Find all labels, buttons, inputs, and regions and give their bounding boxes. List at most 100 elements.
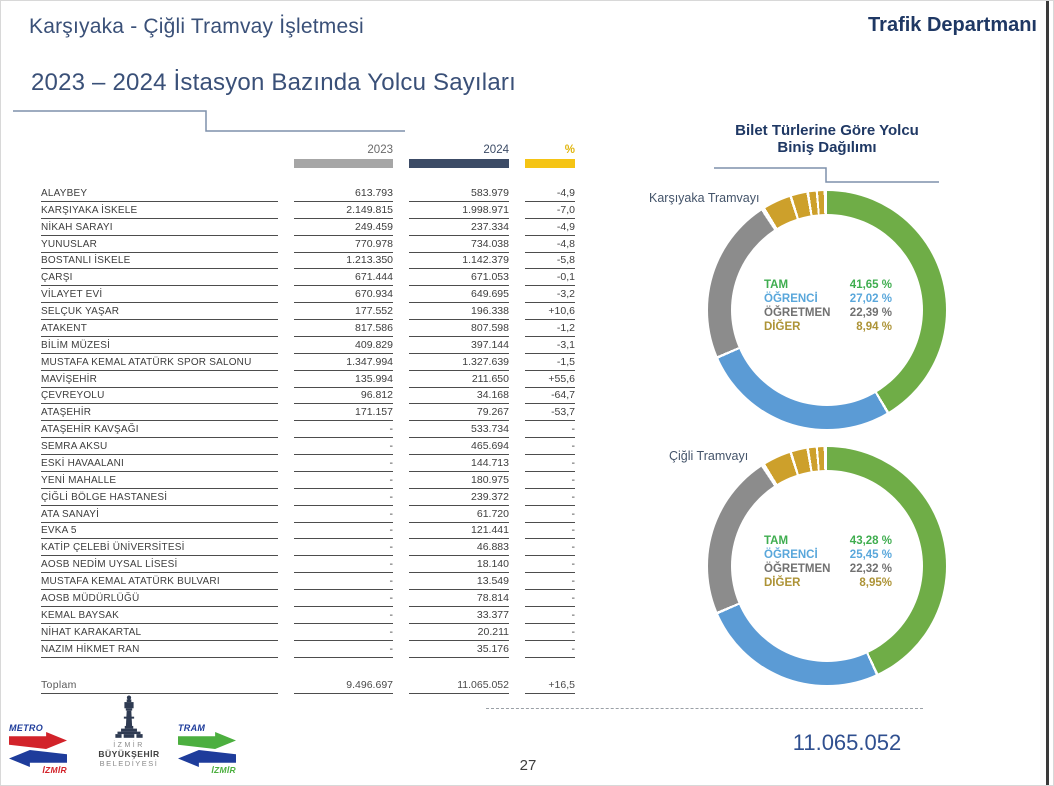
legend-label: DİĞER (764, 321, 801, 333)
value-percent: -3,2 (525, 289, 575, 304)
value-percent: -1,5 (525, 356, 575, 371)
column-bar-2023 (294, 159, 393, 168)
donut-chart-cigli: TAM 43,28 % ÖĞRENCİ 25,45 % ÖĞRETMEN 22,… (708, 447, 946, 685)
station-name: MUSTAFA KEMAL ATATÜRK SPOR SALONU (41, 357, 278, 371)
station-name: AOSB MÜDÜRLÜĞÜ (41, 593, 278, 607)
station-name: EVKA 5 (41, 525, 278, 540)
legend-row: TAM 43,28 % (764, 535, 892, 547)
value-percent: - (525, 626, 575, 641)
value-percent: - (525, 491, 575, 506)
value-2024: 61.720 (409, 508, 509, 523)
value-2023: - (294, 609, 393, 624)
station-name: YENİ MAHALLE (41, 475, 278, 489)
metro-izmir-logo: METRO İZMİR (9, 723, 67, 775)
value-percent: -1,2 (525, 322, 575, 337)
value-percent: - (525, 576, 575, 590)
tram-word: TRAM (178, 723, 206, 733)
donut-label-cigli: Çiğli Tramvayı (669, 449, 749, 463)
legend-label: DİĞER (764, 577, 801, 589)
station-name: NAZIM HİKMET RAN (41, 644, 278, 658)
value-2024: 649.695 (409, 289, 509, 304)
legend-value: 8,94 % (856, 321, 892, 333)
chart-title-line1: Bilet Türlerine Göre Yolcu (735, 122, 919, 139)
value-2024: 807.598 (409, 322, 509, 337)
value-2023: - (294, 457, 393, 472)
value-percent: +10,6 (525, 306, 575, 320)
table-row: KATİP ÇELEBİ ÜNİVERSİTESİ - 46.883 - (41, 539, 575, 557)
station-name: KEMAL BAYSAK (41, 610, 278, 624)
value-2024: 1.142.379 (409, 255, 509, 270)
table-row: VİLAYET EVİ 670.934 649.695 -3,2 (41, 286, 575, 304)
title-step-line (13, 110, 405, 132)
table-row: YUNUSLAR 770.978 734.038 -4,8 (41, 236, 575, 253)
value-2024: 237.334 (409, 221, 509, 236)
value-2024: 78.814 (409, 592, 509, 607)
value-2024: 533.734 (409, 424, 509, 439)
value-percent: +55,6 (525, 373, 575, 388)
value-percent: -64,7 (525, 390, 575, 405)
column-bar-2024 (409, 159, 509, 168)
value-2023: 171.157 (294, 407, 393, 422)
donut-label-karsiyaka: Karşıyaka Tramvayı (649, 191, 760, 205)
table-row: KEMAL BAYSAK - 33.377 - (41, 607, 575, 624)
value-2023: - (294, 525, 393, 540)
column-header-2024: 2024 (483, 144, 509, 156)
station-name: AOSB NEDİM UYSAL LİSESİ (41, 559, 278, 574)
donut-legend-karsiyaka: TAM 41,65 % ÖĞRENCİ 27,02 % ÖĞRETMEN 22,… (764, 279, 892, 335)
value-2024: 734.038 (409, 238, 509, 253)
legend-row: DİĞER 8,95% (764, 577, 892, 589)
donut-hole (731, 470, 923, 662)
value-percent: - (525, 592, 575, 607)
table-row: ESKİ HAVAALANI - 144.713 - (41, 455, 575, 472)
table-row: ATAKENT 817.586 807.598 -1,2 (41, 320, 575, 337)
chart-section-title: Bilet Türlerine Göre Yolcu Biniş Dağılım… (701, 122, 953, 156)
table-row: NİKAH SARAYI 249.459 237.334 -4,9 (41, 219, 575, 236)
donut-legend-cigli: TAM 43,28 % ÖĞRENCİ 25,45 % ÖĞRETMEN 22,… (764, 535, 892, 591)
legend-row: ÖĞRETMEN 22,39 % (764, 307, 892, 319)
value-2024: 34.168 (409, 390, 509, 405)
table-row: MAVİŞEHİR 135.994 211.650 +55,6 (41, 371, 575, 388)
value-2024: 79.267 (409, 407, 509, 422)
tram-city: İZMİR (211, 765, 236, 775)
tram-arrow-icon (178, 732, 236, 749)
value-2023: - (294, 576, 393, 590)
municipality-logo: İZMİR BÜYÜKŞEHİR BELEDİYESİ (91, 695, 167, 768)
grand-total-value: 11.065.052 (792, 730, 902, 755)
page-number: 27 (519, 757, 537, 774)
chart-title-line2: Biniş Dağılımı (777, 139, 877, 156)
value-percent: - (525, 542, 575, 557)
total-row: Toplam 9.496.697 11.065.052 +16,5 (41, 677, 575, 694)
metro-city: İZMİR (42, 765, 67, 775)
value-2024: 211.650 (409, 373, 509, 388)
value-2024: 33.377 (409, 609, 509, 624)
table-row: SEMRA AKSU - 465.694 - (41, 438, 575, 455)
value-2024: 671.053 (409, 272, 509, 287)
station-name: ATAKENT (41, 323, 278, 337)
station-name: ATAŞEHİR KAVŞAĞI (41, 424, 278, 439)
table-row: ÇARŞI 671.444 671.053 -0,1 (41, 269, 575, 287)
legend-value: 27,02 % (849, 293, 892, 305)
value-percent: -7,0 (525, 204, 575, 219)
value-2023: 770.978 (294, 238, 393, 253)
station-name: NİKAH SARAYI (41, 222, 278, 236)
value-percent: - (525, 457, 575, 472)
value-2024: 20.211 (409, 626, 509, 641)
value-2024: 239.372 (409, 491, 509, 506)
legend-label: TAM (764, 279, 789, 291)
legend-label: ÖĞRENCİ (764, 549, 818, 561)
value-2024: 465.694 (409, 441, 509, 455)
table-row: AOSB MÜDÜRLÜĞÜ - 78.814 - (41, 590, 575, 607)
legend-row: ÖĞRETMEN 22,32 % (764, 563, 892, 575)
donut-hole (731, 214, 923, 406)
table-row: ALAYBEY 613.793 583.979 -4,9 (41, 185, 575, 202)
table-row: NAZIM HİKMET RAN - 35.176 - (41, 641, 575, 658)
value-2024: 180.975 (409, 474, 509, 489)
column-header-percent: % (564, 144, 575, 156)
total-percent: +16,5 (525, 679, 575, 694)
value-percent: -53,7 (525, 407, 575, 422)
value-2023: - (294, 441, 393, 455)
station-name: YUNUSLAR (41, 239, 278, 253)
value-percent: -3,1 (525, 339, 575, 354)
value-2024: 18.140 (409, 559, 509, 574)
table-row: EVKA 5 - 121.441 - (41, 523, 575, 540)
